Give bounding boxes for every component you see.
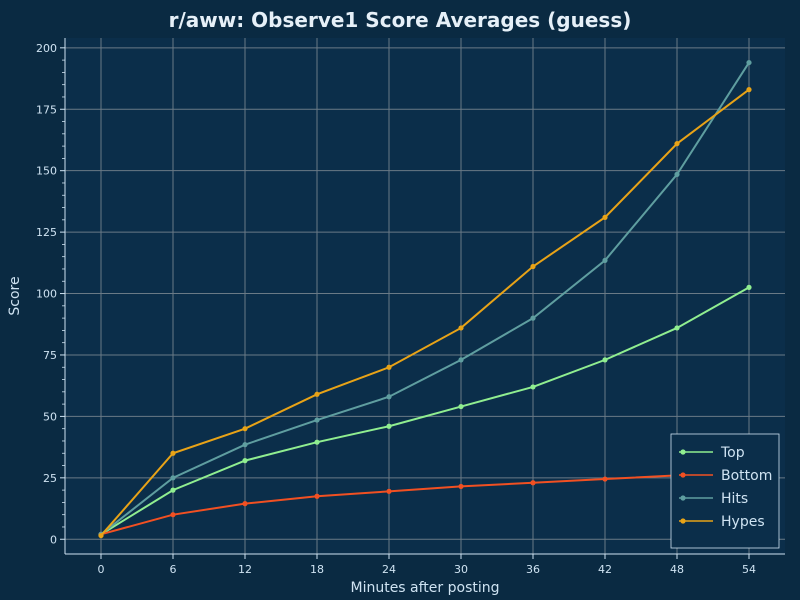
x-tick-label: 12 — [238, 563, 252, 576]
y-tick-label: 50 — [43, 410, 57, 423]
y-tick-label: 75 — [43, 349, 57, 362]
data-point — [386, 394, 392, 400]
data-point — [314, 417, 320, 423]
data-point — [746, 87, 752, 93]
data-point — [458, 357, 464, 363]
data-point — [242, 426, 248, 432]
data-point — [674, 141, 680, 147]
data-point — [602, 476, 608, 482]
data-point — [386, 364, 392, 370]
x-tick-label: 54 — [742, 563, 756, 576]
data-point — [170, 475, 176, 481]
data-point — [242, 458, 248, 464]
legend: Top Bottom Hits Hypes — [670, 433, 780, 549]
legend-label: Hits — [721, 491, 748, 507]
data-point — [170, 450, 176, 456]
y-tick-label: 0 — [50, 533, 57, 546]
data-point — [458, 325, 464, 331]
series-line — [100, 471, 750, 536]
data-point — [242, 442, 248, 448]
series-hypes — [98, 87, 752, 539]
legend-item-hits: Hits — [679, 491, 748, 507]
legend-box — [670, 433, 780, 549]
data-point — [530, 384, 536, 390]
legend-marker — [680, 518, 686, 524]
data-point — [746, 284, 752, 290]
legend-item-bottom: Bottom — [679, 468, 772, 484]
legend-item-top: Top — [679, 445, 745, 461]
x-tick-label: 30 — [454, 563, 468, 576]
x-tick-label: 6 — [170, 563, 177, 576]
data-point — [314, 439, 320, 445]
data-point — [458, 483, 464, 490]
plot-area — [65, 38, 785, 554]
data-point — [242, 501, 248, 507]
legend-marker — [680, 472, 686, 478]
legend-label: Bottom — [721, 468, 772, 484]
legend-item-hypes: Hypes — [679, 514, 765, 530]
data-point — [602, 357, 608, 363]
series-line — [100, 62, 750, 536]
data-point — [674, 325, 680, 331]
data-point — [602, 257, 608, 263]
x-tick-label: 42 — [598, 563, 612, 576]
grid — [65, 38, 785, 554]
legend-label: Hypes — [721, 514, 765, 530]
axes: 0 6 12 18 24 30 36 42 48 54 0 25 50 75 100 125 150 175 200 — [36, 38, 785, 576]
y-tick-label: 125 — [36, 226, 57, 239]
data-point — [386, 488, 392, 494]
y-tick-label: 175 — [36, 103, 57, 116]
y-axis-label: Score — [7, 276, 23, 315]
y-tick-label: 150 — [36, 165, 57, 178]
data-point — [674, 171, 680, 177]
data-point — [98, 532, 104, 539]
y-tick-label: 25 — [43, 472, 57, 485]
data-point — [458, 403, 464, 410]
data-point — [530, 263, 536, 270]
y-tick-label: 100 — [36, 288, 57, 301]
legend-label: Top — [720, 445, 745, 461]
x-tick-label: 18 — [310, 563, 324, 576]
data-point — [530, 315, 536, 321]
data-point — [602, 214, 608, 220]
legend-marker — [680, 449, 686, 455]
data-point — [314, 493, 320, 499]
x-tick-label: 48 — [670, 563, 684, 576]
x-tick-label: 24 — [382, 563, 396, 576]
y-tick-label: 200 — [36, 42, 57, 55]
x-tick-label: 36 — [526, 563, 540, 576]
data-point — [530, 480, 536, 486]
data-point — [170, 487, 176, 493]
series-line — [100, 286, 750, 536]
series-line — [100, 88, 750, 537]
data-point — [386, 423, 392, 429]
series-top — [98, 284, 752, 537]
data-point — [170, 512, 176, 518]
chart-title: r/aww: Observe1 Score Averages (guess) — [169, 8, 632, 32]
data-point — [314, 391, 320, 397]
data-point — [746, 59, 752, 66]
x-axis-label: Minutes after posting — [350, 580, 499, 596]
legend-marker — [680, 495, 686, 501]
x-tick-label: 0 — [98, 563, 105, 576]
